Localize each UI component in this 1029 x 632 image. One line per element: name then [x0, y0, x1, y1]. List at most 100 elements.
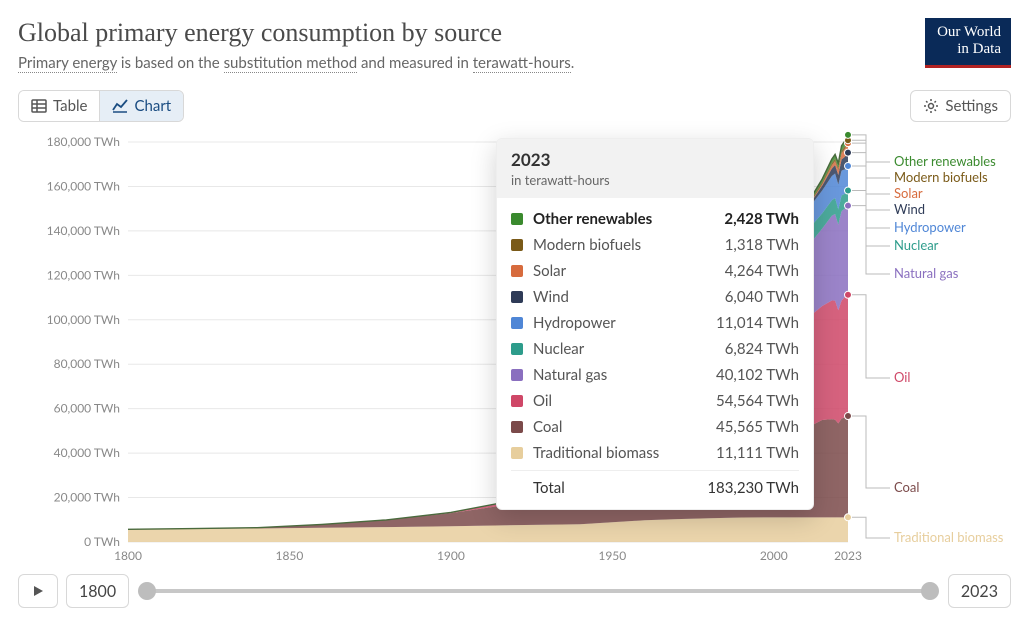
tab-chart[interactable]: Chart: [99, 91, 183, 121]
start-year-box[interactable]: 1800: [66, 574, 129, 608]
legend-label-oil[interactable]: Oil: [894, 369, 910, 385]
tooltip-row-label: Other renewables: [533, 210, 724, 228]
tab-table[interactable]: Table: [19, 91, 99, 121]
x-tick-label: 1800: [114, 548, 142, 560]
tooltip-row-solar: Solar4,264 TWh: [511, 258, 799, 284]
y-tick-label: 160,000 TWh: [47, 178, 120, 193]
y-tick-label: 80,000 TWh: [54, 356, 120, 371]
tooltip-total: Total 183,230 TWh: [511, 470, 799, 497]
play-icon: [31, 584, 45, 598]
swatch-icon: [511, 395, 523, 407]
view-tabs: Table Chart: [18, 90, 184, 122]
play-button[interactable]: [18, 574, 58, 608]
tooltip-row-label: Nuclear: [533, 340, 725, 358]
x-tick-label: 1950: [598, 548, 626, 560]
tooltip-row-wind: Wind6,040 TWh: [511, 284, 799, 310]
term-primary-energy[interactable]: Primary energy: [18, 54, 117, 73]
start-year-label: 1800: [79, 582, 116, 601]
swatch-icon: [511, 369, 523, 381]
table-icon: [31, 98, 47, 114]
time-slider[interactable]: [137, 574, 940, 608]
tooltip-row-label: Hydropower: [533, 314, 716, 332]
legend-label-trad[interactable]: Traditional biomass: [894, 529, 1004, 545]
subtitle-text: .: [571, 54, 575, 72]
subtitle-text: is based on the: [117, 54, 224, 72]
tooltip-row-value: 6,824 TWh: [725, 340, 799, 358]
legend-label-gas[interactable]: Natural gas: [894, 265, 959, 281]
settings-label: Settings: [945, 97, 998, 115]
legend-label-nuclear[interactable]: Nuclear: [894, 237, 939, 253]
titles: Global primary energy consumption by sou…: [18, 18, 574, 72]
tooltip-row-trad: Traditional biomass11,111 TWh: [511, 440, 799, 466]
tooltip-body: Other renewables2,428 TWhModern biofuels…: [497, 198, 813, 509]
page-title: Global primary energy consumption by sou…: [18, 18, 574, 48]
owid-logo[interactable]: Our World in Data: [925, 18, 1011, 68]
tooltip-row-label: Coal: [533, 418, 716, 436]
tooltip-row-gas: Natural gas40,102 TWh: [511, 362, 799, 388]
y-tick-label: 60,000 TWh: [54, 401, 120, 416]
legend-label-hydro[interactable]: Hydropower: [894, 219, 966, 235]
end-year-label: 2023: [961, 582, 998, 601]
swatch-icon: [511, 343, 523, 355]
y-tick-label: 20,000 TWh: [54, 490, 120, 505]
tooltip-row-value: 6,040 TWh: [725, 288, 799, 306]
slider-range: [147, 589, 930, 593]
swatch-icon: [511, 213, 523, 225]
swatch-icon: [511, 265, 523, 277]
tooltip-row-label: Traditional biomass: [533, 444, 716, 462]
tooltip-row-oil: Oil54,564 TWh: [511, 388, 799, 414]
tooltip-row-label: Modern biofuels: [533, 236, 725, 254]
slider-handle-start[interactable]: [138, 582, 156, 600]
tooltip-row-value: 40,102 TWh: [716, 366, 799, 384]
chart-icon: [112, 98, 128, 114]
tooltip-row-value: 11,014 TWh: [716, 314, 799, 332]
tooltip-header: 2023 in terawatt-hours: [497, 139, 813, 198]
tooltip-row-biofuels: Modern biofuels1,318 TWh: [511, 232, 799, 258]
tooltip-unit: in terawatt-hours: [511, 172, 799, 188]
tooltip-row-value: 54,564 TWh: [716, 392, 799, 410]
tooltip-year: 2023: [511, 149, 799, 170]
tooltip-total-value: 183,230 TWh: [707, 479, 799, 497]
tooltip-row-value: 45,565 TWh: [716, 418, 799, 436]
settings-button[interactable]: Settings: [910, 90, 1011, 122]
y-tick-label: 140,000 TWh: [47, 223, 120, 238]
subtitle: Primary energy is based on the substitut…: [18, 54, 574, 72]
x-tick-label: 1900: [437, 548, 465, 560]
header: Global primary energy consumption by sou…: [18, 18, 1011, 72]
tooltip-row-hydro: Hydropower11,014 TWh: [511, 310, 799, 336]
swatch-icon: [511, 239, 523, 251]
chart-wrap: 0 TWh20,000 TWh40,000 TWh60,000 TWh80,00…: [18, 130, 1011, 560]
tooltip-row-label: Solar: [533, 262, 725, 280]
legend-label-other[interactable]: Other renewables: [894, 153, 996, 169]
tooltip-row-other: Other renewables2,428 TWh: [511, 206, 799, 232]
logo-line2: in Data: [935, 41, 1001, 58]
end-year-box[interactable]: 2023: [948, 574, 1011, 608]
legend-label-wind[interactable]: Wind: [894, 201, 925, 217]
swatch-icon: [511, 447, 523, 459]
slider-handle-end[interactable]: [921, 582, 939, 600]
legend: Other renewablesModern biofuelsSolarWind…: [852, 135, 1004, 545]
tab-table-label: Table: [53, 97, 87, 115]
legend-label-biofuels[interactable]: Modern biofuels: [894, 169, 988, 185]
tooltip-row-coal: Coal45,565 TWh: [511, 414, 799, 440]
x-tick-label: 2023: [834, 548, 862, 560]
legend-label-solar[interactable]: Solar: [894, 185, 923, 201]
tooltip-row-label: Natural gas: [533, 366, 716, 384]
tab-chart-label: Chart: [134, 97, 171, 115]
y-tick-label: 120,000 TWh: [47, 267, 120, 282]
tooltip-row-value: 11,111 TWh: [716, 444, 799, 462]
term-substitution-method[interactable]: substitution method: [224, 54, 358, 73]
timeline: 1800 2023: [18, 574, 1011, 608]
tooltip-total-label: Total: [533, 479, 565, 497]
tooltip: 2023 in terawatt-hours Other renewables2…: [496, 138, 814, 510]
tooltip-row-value: 2,428 TWh: [724, 210, 799, 228]
x-tick-label: 1850: [276, 548, 304, 560]
y-tick-label: 100,000 TWh: [47, 312, 120, 327]
y-tick-label: 180,000 TWh: [47, 134, 120, 149]
x-tick-label: 2000: [760, 548, 788, 560]
legend-label-coal[interactable]: Coal: [894, 479, 919, 495]
subtitle-text: and measured in: [357, 54, 473, 72]
term-terawatt-hours[interactable]: terawatt-hours: [473, 54, 571, 73]
swatch-icon: [511, 317, 523, 329]
gear-icon: [923, 98, 939, 114]
